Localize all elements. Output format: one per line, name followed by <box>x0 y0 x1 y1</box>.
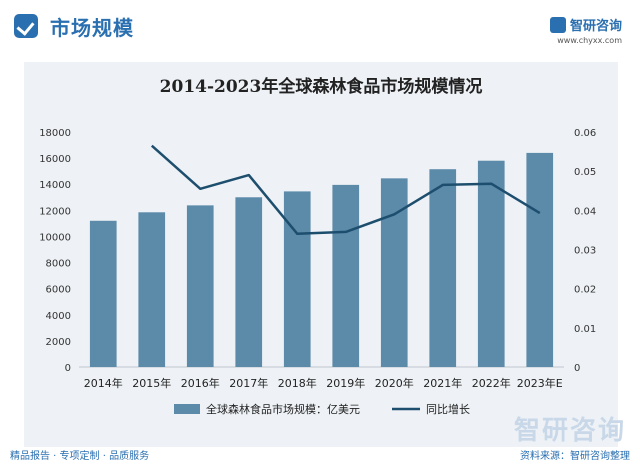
x-tick-label: 2015年 <box>132 376 171 390</box>
y-right-tick-label: 0.05 <box>574 167 596 178</box>
y-left-tick-label: 14000 <box>39 180 71 191</box>
logo: 智研咨询 www.chyxx.com <box>549 14 622 45</box>
bar <box>429 169 457 367</box>
y-left-tick-label: 8000 <box>46 259 71 270</box>
x-tick-label: 2019年 <box>326 376 365 390</box>
y-right-tick-label: 0.06 <box>574 128 596 139</box>
bar <box>235 197 263 367</box>
legend-swatch-bar <box>174 404 200 414</box>
bar <box>283 191 311 367</box>
y-left-tick-label: 2000 <box>46 337 71 348</box>
y-right-tick-label: 0.02 <box>574 285 596 296</box>
chart: 0 2000 4000 6000 8000 10000 12000 14000 16000 180… <box>39 128 596 416</box>
y-left-tick-label: 18000 <box>39 128 71 139</box>
x-tick-label: 2020年 <box>375 376 414 390</box>
y-left-tick-label: 6000 <box>46 285 71 296</box>
bar <box>380 178 408 367</box>
x-tick-label: 2016年 <box>181 376 220 390</box>
footer: 精品报告 · 专项定制 · 品质服务 资料来源：智研咨询整理 <box>0 447 640 470</box>
footer-slogan: 精品报告 · 专项定制 · 品质服务 <box>10 451 150 462</box>
y-right-tick-label: 0.04 <box>574 206 596 217</box>
y-left-tick-label: 4000 <box>46 311 71 322</box>
legend-label-bar: 全球森林食品市场规模：亿美元 <box>206 402 360 416</box>
chart-title: 2014-2023年全球森林食品市场规模情况 <box>159 77 483 97</box>
logo-url: www.chyxx.com <box>557 36 622 45</box>
x-tick-label: 2023年E <box>517 376 563 390</box>
x-tick-label: 2022年 <box>472 376 511 390</box>
x-tick-label: 2014年 <box>84 376 123 390</box>
logo-icon <box>549 16 566 33</box>
header-title: 市场规模 <box>50 16 134 40</box>
y-right-tick-label: 0 <box>574 363 580 374</box>
bar <box>332 184 360 367</box>
y-left-tick-label: 0 <box>65 363 71 374</box>
bar <box>186 205 214 367</box>
y-right-tick-label: 0.01 <box>574 324 596 335</box>
bar <box>89 220 117 367</box>
x-tick-label: 2017年 <box>229 376 268 390</box>
x-tick-label: 2021年 <box>423 376 462 390</box>
header: 市场规模 智研咨询 www.chyxx.com <box>0 0 640 56</box>
bar <box>477 160 505 367</box>
y-left-tick-label: 12000 <box>39 206 71 217</box>
footer-source: 资料来源：智研咨询整理 <box>520 451 630 462</box>
logo-name: 智研咨询 <box>569 19 622 34</box>
bar <box>526 152 554 367</box>
legend-label-line: 同比增长 <box>426 402 470 416</box>
chart-panel: 2014-2023年全球森林食品市场规模情况 0 2000 4000 6000 8000… <box>24 62 618 447</box>
y-right-tick-label: 0.03 <box>574 246 596 257</box>
bar <box>138 212 166 367</box>
y-left-tick-label: 16000 <box>39 154 71 165</box>
watermark: 智研咨询 <box>513 416 626 446</box>
check-icon <box>14 14 38 38</box>
x-tick-label: 2018年 <box>278 376 317 390</box>
growth-line <box>150 144 541 236</box>
y-left-tick-label: 10000 <box>39 232 71 243</box>
